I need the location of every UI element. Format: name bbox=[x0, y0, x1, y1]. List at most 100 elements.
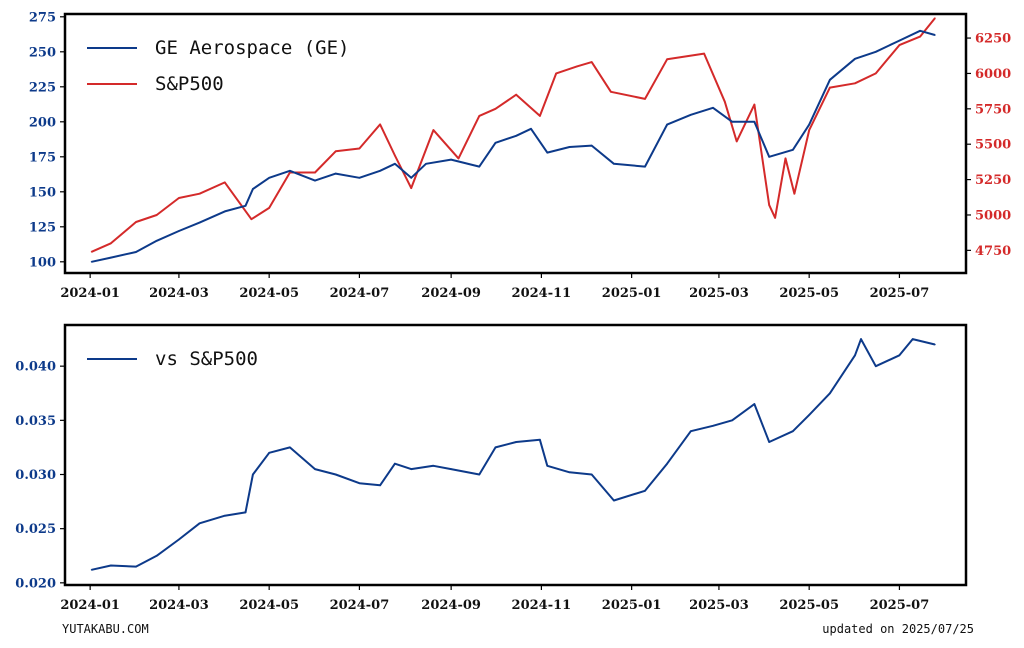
sp500-point bbox=[898, 44, 901, 46]
sp500-point bbox=[808, 129, 810, 131]
ratio-point bbox=[854, 354, 856, 357]
bottom-x-tick-label: 2025-01 bbox=[602, 598, 662, 613]
bottom-x-tick-label: 2024-03 bbox=[149, 598, 209, 613]
ratio-point bbox=[358, 482, 361, 485]
ratio-point bbox=[731, 419, 733, 422]
ratio-chart: 0.020 0.025 0.030 0.035 0.040 2024-01 2024-03 2… bbox=[15, 323, 968, 613]
sp500-point bbox=[289, 171, 291, 174]
ratio-point bbox=[432, 465, 435, 467]
ratio-point bbox=[568, 471, 571, 474]
ge-point bbox=[568, 146, 571, 148]
ratio-point bbox=[252, 473, 254, 476]
top-y-left-tick-label: 225 bbox=[29, 80, 56, 95]
bottom-x-tick-label: 2025-05 bbox=[779, 598, 839, 613]
sp500-point bbox=[793, 192, 796, 195]
ratio-point bbox=[911, 338, 914, 340]
ratio-point bbox=[289, 446, 291, 449]
ratio-point bbox=[135, 565, 137, 568]
top-y-right-tick-label: 5750 bbox=[975, 102, 1011, 117]
ratio-point bbox=[494, 446, 497, 449]
ge-point bbox=[379, 170, 381, 172]
ge-point bbox=[712, 107, 714, 109]
ratio-point bbox=[379, 484, 381, 487]
sp500-point bbox=[666, 58, 668, 61]
ge-point bbox=[666, 123, 668, 126]
legend-ge-label: GE Aerospace (GE) bbox=[155, 37, 349, 59]
ratio-point bbox=[178, 538, 180, 541]
ge-point bbox=[644, 165, 646, 168]
ge-point bbox=[314, 179, 316, 182]
ge-point bbox=[934, 34, 936, 36]
ge-point bbox=[731, 121, 733, 123]
ge-point bbox=[515, 135, 517, 137]
ratio-point bbox=[90, 569, 93, 571]
ge-point bbox=[613, 163, 615, 165]
bottom-x-tick-label: 2024-07 bbox=[330, 598, 390, 613]
ratio-point bbox=[334, 473, 337, 476]
sp500-point bbox=[224, 181, 226, 184]
sp500-point bbox=[155, 214, 158, 216]
sp500-point bbox=[735, 140, 738, 143]
sp500-point bbox=[314, 171, 316, 174]
top-y-left-tick-label: 150 bbox=[29, 185, 56, 200]
sp500-point bbox=[875, 72, 877, 75]
sp500-point bbox=[432, 129, 435, 131]
ge-point bbox=[450, 158, 452, 161]
ge-point bbox=[334, 172, 337, 175]
bottom-x-tick-label: 2024-01 bbox=[60, 598, 120, 613]
bottom-y-tick-label: 0.040 bbox=[15, 360, 56, 375]
ge-point bbox=[875, 51, 877, 53]
bottom-x-tick-label: 2024-11 bbox=[512, 598, 572, 613]
ratio-point bbox=[829, 392, 831, 395]
ratio-point bbox=[644, 490, 646, 492]
ge-point bbox=[530, 128, 532, 130]
ge-point bbox=[410, 177, 413, 179]
top-x-tick-label: 2024-09 bbox=[421, 286, 481, 301]
top-y-left-tick-label: 175 bbox=[29, 150, 56, 165]
ge-point bbox=[808, 123, 810, 126]
ratio-point bbox=[155, 555, 158, 557]
ratio-point bbox=[244, 511, 247, 514]
bottom-y-tick-label: 0.035 bbox=[15, 414, 56, 429]
ratio-point bbox=[110, 564, 112, 567]
top-x-tick-label: 2025-01 bbox=[602, 286, 662, 301]
bottom-x-tick-label: 2024-09 bbox=[421, 598, 481, 613]
bottom-y-tick-label: 0.025 bbox=[15, 522, 56, 537]
sp500-point bbox=[576, 65, 578, 68]
ge-point bbox=[289, 170, 291, 172]
sp500-point bbox=[854, 82, 856, 85]
sp500-point bbox=[829, 86, 831, 89]
ratio-point bbox=[934, 343, 936, 346]
top-y-right-tick-label: 6250 bbox=[975, 32, 1011, 47]
ratio-point bbox=[515, 441, 517, 443]
bottom-y-tick-label: 0.030 bbox=[15, 468, 56, 483]
top-y-left-tick-label: 125 bbox=[29, 220, 56, 235]
top-y-right-tick-label: 4750 bbox=[975, 244, 1011, 259]
top-y-left-tick-label: 275 bbox=[29, 10, 56, 25]
sp500-point bbox=[250, 218, 253, 220]
sp500-point bbox=[457, 157, 460, 160]
sp500-point bbox=[110, 242, 112, 245]
ratio-point bbox=[546, 465, 549, 467]
ratio-point bbox=[792, 430, 794, 433]
ge-point bbox=[252, 188, 254, 190]
top-x-tick-label: 2025-03 bbox=[689, 286, 749, 301]
top-y-right-tick-label: 5250 bbox=[975, 173, 1011, 188]
ge-point bbox=[110, 256, 112, 259]
top-x-tick-label: 2024-07 bbox=[330, 286, 390, 301]
legend-ratio-label: vs S&P500 bbox=[155, 348, 258, 370]
updated-label: updated on 2025/07/25 bbox=[822, 622, 974, 636]
top-y-right-tick-label: 5500 bbox=[975, 138, 1011, 153]
sp500-point bbox=[555, 72, 557, 75]
sp500-point bbox=[494, 108, 497, 110]
ratio-point bbox=[860, 338, 862, 340]
sp500-point bbox=[358, 147, 361, 150]
top-plot-frame bbox=[63, 12, 968, 275]
ge-point bbox=[768, 156, 770, 158]
sp500-point bbox=[410, 187, 413, 189]
sp500-point bbox=[478, 115, 481, 117]
price-chart: 100 125 150 175 200 225 250 275 4750 5000 5250 5500… bbox=[29, 10, 1011, 301]
sp500-point bbox=[90, 251, 93, 253]
top-y-right-tick-label: 6000 bbox=[975, 67, 1011, 82]
ge-point bbox=[919, 30, 921, 32]
